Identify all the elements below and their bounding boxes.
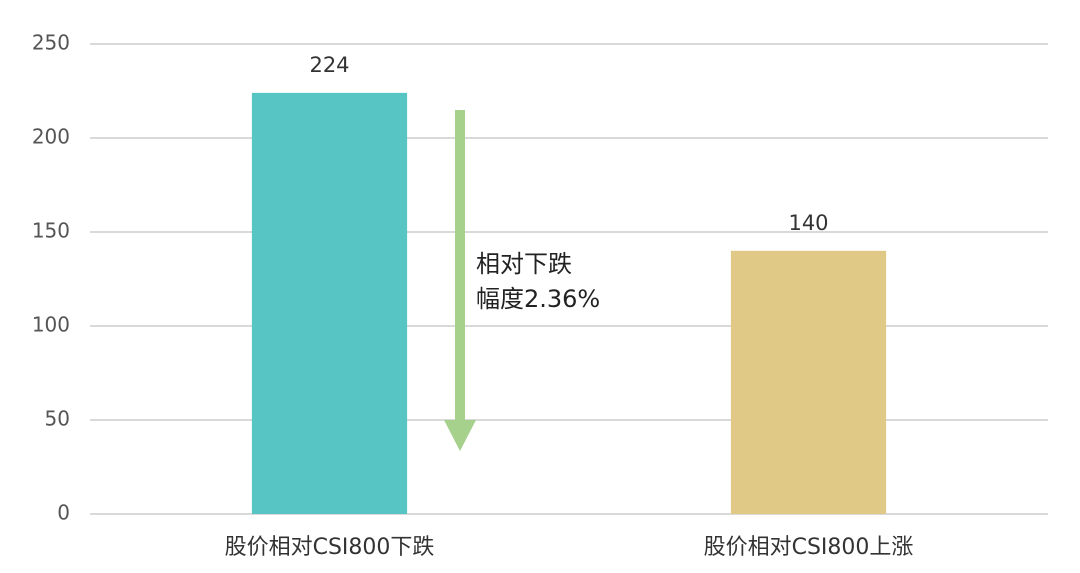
y-tick-label: 100: [32, 313, 70, 337]
annotation: 幅度2.36%: [476, 285, 600, 313]
y-tick-label: 50: [45, 407, 70, 431]
y-tick-label: 250: [32, 31, 70, 55]
bar: [730, 250, 887, 515]
annotation: 相对下跌: [476, 250, 572, 278]
data-label: 224: [309, 53, 349, 77]
bar: [251, 92, 408, 514]
y-tick-label: 0: [57, 501, 70, 525]
data-label: 140: [788, 211, 828, 235]
y-tick-label: 150: [32, 219, 70, 243]
x-tick-label: 股价相对CSI800上涨: [704, 535, 914, 560]
arrow-head: [444, 420, 476, 451]
y-tick-label: 200: [32, 125, 70, 149]
x-tick-label: 股价相对CSI800下跌: [225, 535, 435, 560]
